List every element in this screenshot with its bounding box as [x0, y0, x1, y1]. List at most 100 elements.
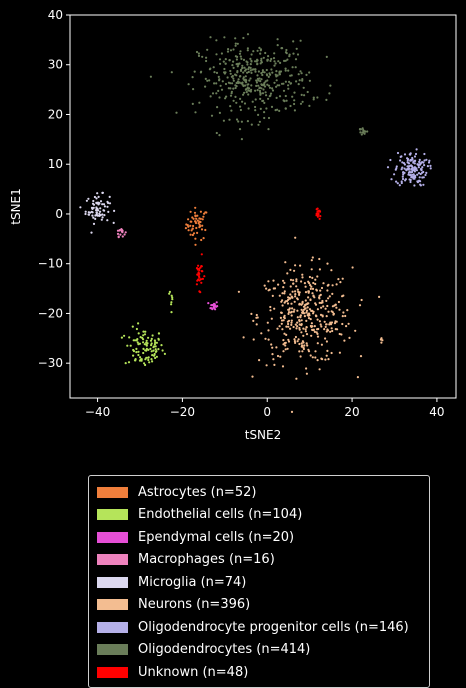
scatter-point [258, 87, 261, 90]
scatter-point [132, 354, 135, 357]
scatter-point [292, 325, 295, 329]
legend-swatch [97, 509, 128, 521]
scatter-point [259, 62, 262, 65]
scatter-point [400, 180, 403, 183]
scatter-point [320, 343, 323, 346]
scatter-point [302, 327, 305, 330]
scatter-point [230, 109, 233, 112]
scatter-point [287, 312, 290, 315]
legend-swatch [97, 486, 128, 498]
scatter-point [273, 60, 276, 63]
scatter-point [299, 264, 302, 267]
scatter-point [325, 315, 328, 318]
scatter-point [255, 323, 258, 326]
scatter-point [154, 348, 157, 351]
scatter-point [237, 78, 240, 81]
scatter-point [232, 87, 235, 90]
scatter-point [134, 359, 137, 362]
scatter-point [290, 314, 293, 317]
scatter-point [191, 102, 194, 105]
scatter-point [416, 180, 419, 183]
scatter-point [245, 60, 248, 63]
scatter-point [140, 359, 143, 362]
scatter-point [219, 62, 222, 65]
scatter-point [287, 311, 291, 314]
scatter-point [291, 296, 294, 299]
scatter-point [354, 329, 357, 332]
scatter-point [403, 153, 407, 156]
scatter-point [422, 183, 425, 186]
scatter-point [250, 71, 253, 74]
scatter-point [131, 325, 134, 328]
scatter-point [207, 302, 210, 305]
scatter-point [91, 207, 94, 210]
scatter-point [278, 294, 281, 297]
scatter-point [108, 195, 111, 198]
scatter-point [246, 86, 249, 89]
scatter-point [202, 237, 205, 240]
scatter-point [184, 227, 187, 230]
scatter-point [297, 83, 300, 86]
scatter-point [242, 76, 245, 79]
scatter-point [263, 101, 266, 104]
scatter-point [398, 184, 401, 187]
scatter-point [308, 104, 311, 107]
scatter-point [416, 173, 419, 176]
scatter-point [411, 156, 414, 160]
scatter-point [250, 88, 253, 91]
scatter-point [124, 362, 127, 365]
scatter-point [219, 84, 222, 87]
scatter-point [312, 98, 315, 101]
scatter-point [314, 302, 317, 305]
legend-item: Astrocytes (n=52) [97, 481, 421, 504]
scatter-point [289, 278, 293, 281]
scatter-point [255, 316, 258, 319]
scatter-point [294, 290, 297, 293]
scatter-point [84, 212, 87, 216]
scatter-point [281, 365, 285, 368]
x-axis-ticks: −40 −20 0 20 40 [85, 398, 445, 419]
scatter-point [272, 287, 275, 290]
scatter-point [260, 57, 263, 60]
scatter-point [309, 298, 312, 302]
scatter-point [275, 96, 278, 99]
scatter-point [147, 356, 150, 359]
scatter-point [246, 49, 249, 52]
scatter-point [400, 168, 403, 171]
scatter-point [316, 215, 319, 218]
scatter-point [413, 184, 416, 187]
scatter-point [301, 350, 304, 353]
scatter-point [289, 311, 292, 314]
scatter-point [300, 303, 303, 306]
scatter-point [298, 350, 301, 353]
scatter-point [215, 39, 218, 42]
scatter-point [294, 58, 298, 61]
scatter-point [137, 332, 140, 335]
scatter-point [276, 327, 279, 330]
scatter-point [92, 199, 95, 203]
scatter-point [201, 277, 204, 280]
scatter-point [92, 222, 96, 225]
scatter-point [289, 104, 292, 108]
scatter-point [153, 339, 156, 342]
scatter-point [155, 350, 158, 353]
scatter-point [263, 111, 266, 114]
legend-label: Unknown (n=48) [138, 664, 249, 680]
scatter-point [331, 329, 334, 333]
scatter-point [312, 281, 315, 285]
scatter-point [278, 109, 281, 112]
scatter-point [203, 212, 206, 215]
scatter-point [351, 266, 354, 269]
scatter-point [300, 319, 303, 322]
scatter-point [269, 305, 272, 309]
scatter-point [272, 279, 275, 282]
scatter-point [304, 307, 307, 310]
scatter-point [242, 71, 245, 74]
scatter-point [187, 83, 190, 86]
scatter-point [305, 372, 308, 375]
scatter-point [284, 80, 287, 83]
scatter-point [241, 100, 244, 103]
scatter-point [209, 95, 212, 98]
scatter-point [425, 158, 428, 161]
scatter-point [116, 232, 120, 235]
